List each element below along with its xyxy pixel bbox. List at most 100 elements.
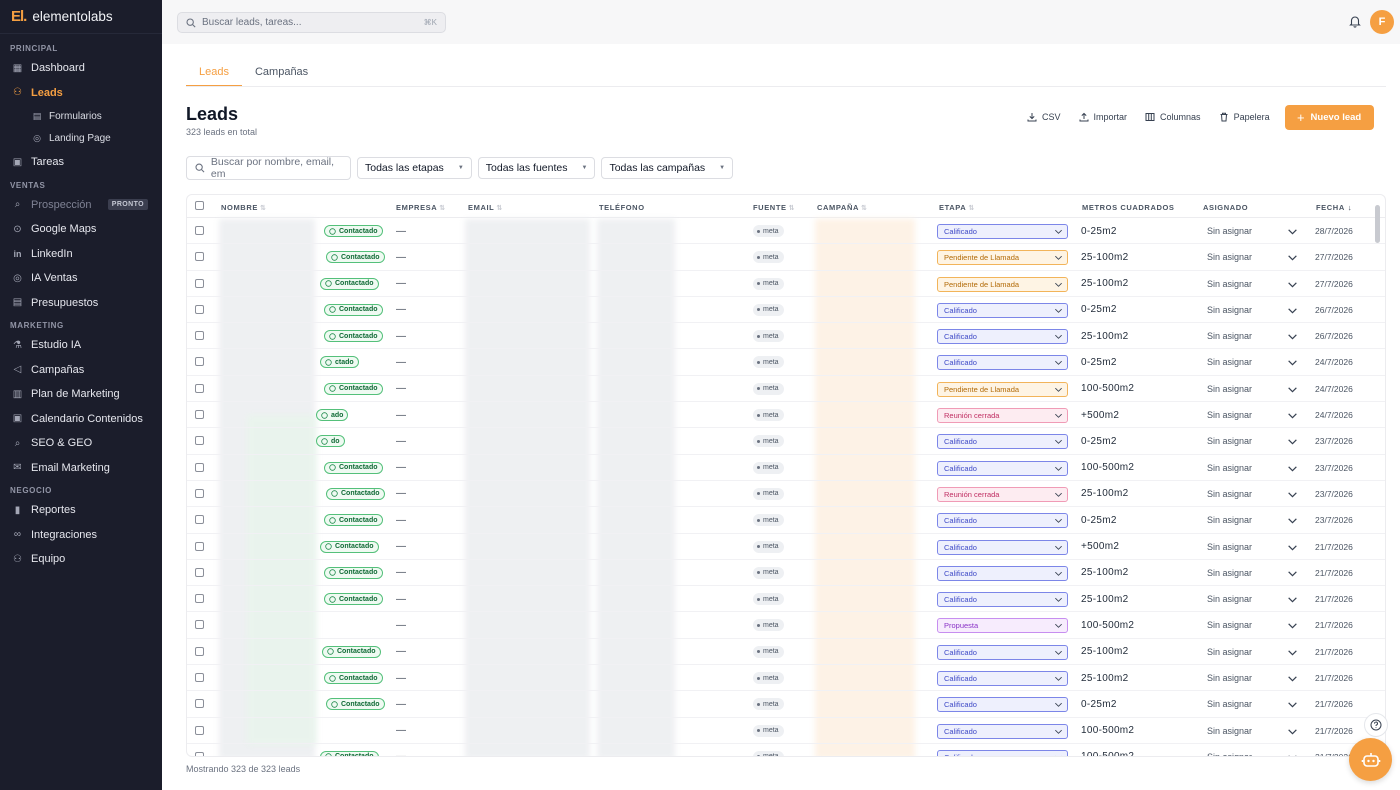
chevron-down-icon[interactable] [1287, 542, 1298, 553]
sidebar-item-integraciones[interactable]: ∞ Integraciones [0, 523, 162, 548]
row-checkbox[interactable] [195, 699, 204, 709]
row-checkbox[interactable] [195, 304, 204, 314]
table-row[interactable]: Contactado — meta Calificado +500m2 Sin … [187, 534, 1385, 560]
row-checkbox[interactable] [195, 725, 204, 735]
sidebar-item-tareas[interactable]: ▣ Tareas [0, 150, 162, 175]
chevron-down-icon[interactable] [1287, 647, 1298, 658]
importar-button[interactable]: Importar [1070, 105, 1137, 129]
etapa-select[interactable]: Calificado [937, 434, 1068, 450]
sidebar-item-leads[interactable]: ⚇ Leads [0, 81, 162, 106]
user-avatar[interactable]: F [1370, 10, 1394, 34]
columnas-button[interactable]: Columnas [1136, 105, 1210, 129]
etapa-select[interactable]: Calificado [937, 513, 1068, 529]
row-checkbox[interactable] [195, 357, 204, 367]
etapa-select[interactable]: Reunión cerrada [937, 486, 1068, 502]
chevron-down-icon[interactable] [1287, 331, 1298, 342]
chatbot-button[interactable] [1349, 738, 1392, 781]
table-scrollbar[interactable] [1375, 205, 1380, 243]
sidebar-item-seo-geo[interactable]: ⌕ SEO & GEO [0, 431, 162, 456]
row-checkbox[interactable] [195, 278, 204, 288]
table-row[interactable]: Contactado — meta Calificado 25-100m2 Si… [187, 560, 1385, 587]
table-row[interactable]: Contactado — meta Calificado 0-25m2 Sin … [187, 507, 1385, 534]
row-checkbox[interactable] [195, 436, 204, 446]
help-button[interactable] [1364, 713, 1388, 737]
chevron-down-icon[interactable] [1287, 463, 1298, 474]
sidebar-item-plan-de-marketing[interactable]: ▥ Plan de Marketing [0, 382, 162, 407]
table-row[interactable]: Contactado — meta Calificado 0-25m2 Sin … [187, 297, 1385, 324]
row-checkbox[interactable] [195, 410, 204, 420]
sidebar-item-campa-as[interactable]: ◁ Campañas [0, 358, 162, 383]
papelera-button[interactable]: Papelera [1210, 105, 1279, 129]
sidebar-item-email-marketing[interactable]: ✉ Email Marketing [0, 456, 162, 481]
csv-button[interactable]: CSV [1018, 105, 1070, 129]
chevron-down-icon[interactable] [1287, 752, 1298, 757]
etapa-select[interactable]: Calificado [937, 539, 1068, 555]
table-row[interactable]: Contactado — meta Calificado 0-25m2 Sin … [187, 691, 1385, 718]
table-row[interactable]: — meta Calificado 100-500m2 Sin asignar … [187, 718, 1385, 744]
sidebar-item-landing-page[interactable]: ◎ Landing Page [0, 128, 162, 151]
col-nombre[interactable]: NOMBRE ⇅ [221, 203, 267, 212]
sidebar-item-ia-ventas[interactable]: ◎ IA Ventas [0, 266, 162, 291]
row-checkbox[interactable] [195, 620, 204, 630]
bell-icon[interactable] [1348, 14, 1362, 28]
chevron-down-icon[interactable] [1287, 279, 1298, 290]
sidebar-item-formularios[interactable]: ▤ Formularios [0, 105, 162, 128]
table-row[interactable]: Contactado — meta Pendiente de Llamada 2… [187, 271, 1385, 297]
sidebar-item-equipo[interactable]: ⚇ Equipo [0, 547, 162, 572]
etapa-select[interactable]: Calificado [937, 723, 1068, 739]
etapa-select[interactable]: Calificado [937, 224, 1068, 239]
row-checkbox[interactable] [195, 673, 204, 683]
table-row[interactable]: Contactado — meta Calificado 25-100m2 Si… [187, 323, 1385, 350]
row-checkbox[interactable] [195, 462, 204, 472]
chevron-down-icon[interactable] [1287, 568, 1298, 579]
select-all-checkbox[interactable] [195, 201, 204, 210]
etapa-select[interactable]: Calificado [937, 644, 1068, 660]
campanas-select[interactable]: Todas las campañas ▼ [601, 157, 734, 179]
brand-logo[interactable]: El. elementolabs [0, 0, 162, 34]
row-checkbox[interactable] [195, 383, 204, 393]
etapa-select[interactable]: Propuesta [937, 618, 1068, 634]
col-campana[interactable]: CAMPAÑA ⇅ [817, 203, 868, 212]
etapa-select[interactable]: Pendiente de Llamada [937, 381, 1068, 397]
chevron-down-icon[interactable] [1287, 410, 1298, 421]
chevron-down-icon[interactable] [1287, 620, 1298, 631]
etapa-select[interactable]: Calificado [937, 565, 1068, 581]
etapa-select[interactable]: Calificado [937, 302, 1068, 318]
sidebar-item-presupuestos[interactable]: ▤ Presupuestos [0, 291, 162, 316]
etapa-select[interactable]: Calificado [937, 671, 1068, 687]
col-email[interactable]: EMAIL ⇅ [468, 203, 503, 212]
table-row[interactable]: do — meta Calificado 0-25m2 Sin asignar … [187, 428, 1385, 455]
table-row[interactable]: Contactado — meta Calificado 100-500m2 S… [187, 455, 1385, 481]
chevron-down-icon[interactable] [1287, 515, 1298, 526]
global-search[interactable]: Buscar leads, tareas... ⌘K [177, 12, 446, 33]
chevron-down-icon[interactable] [1287, 726, 1298, 737]
col-fecha[interactable]: FECHA ↓ [1316, 203, 1352, 212]
table-row[interactable]: Contactado — meta Reunión cerrada 25-100… [187, 481, 1385, 508]
chevron-down-icon[interactable] [1287, 252, 1298, 263]
chevron-down-icon[interactable] [1287, 699, 1298, 710]
etapa-select[interactable]: Calificado [937, 329, 1068, 345]
table-row[interactable]: Contactado — meta Pendiente de Llamada 1… [187, 376, 1385, 403]
table-row[interactable]: ado — meta Reunión cerrada +500m2 Sin as… [187, 402, 1385, 429]
sidebar-item-estudio-ia[interactable]: ⚗ Estudio IA [0, 333, 162, 358]
etapa-select[interactable]: Calificado [937, 460, 1068, 476]
row-checkbox[interactable] [195, 331, 204, 341]
tab-campanas[interactable]: Campañas [254, 66, 309, 78]
etapa-select[interactable]: Calificado [937, 749, 1068, 756]
sidebar-item-prospecci-n[interactable]: ⌕ Prospección PRONTO [0, 193, 162, 218]
row-checkbox[interactable] [195, 567, 204, 577]
chevron-down-icon[interactable] [1287, 489, 1298, 500]
col-empresa[interactable]: EMPRESA ⇅ [396, 203, 446, 212]
chevron-down-icon[interactable] [1287, 305, 1298, 316]
leads-search-input[interactable]: Buscar por nombre, email, em [186, 156, 351, 180]
row-checkbox[interactable] [195, 488, 204, 498]
row-checkbox[interactable] [195, 594, 204, 604]
sidebar-item-dashboard[interactable]: ▦ Dashboard [0, 56, 162, 81]
etapa-select[interactable]: Reunión cerrada [937, 408, 1068, 424]
etapa-select[interactable]: Calificado [937, 697, 1068, 713]
etapa-select[interactable]: Calificado [937, 355, 1068, 371]
col-etapa[interactable]: ETAPA ⇅ [939, 203, 975, 212]
etapa-select[interactable]: Pendiente de Llamada [937, 250, 1068, 266]
chevron-down-icon[interactable] [1287, 226, 1298, 237]
etapa-select[interactable]: Pendiente de Llamada [937, 276, 1068, 292]
